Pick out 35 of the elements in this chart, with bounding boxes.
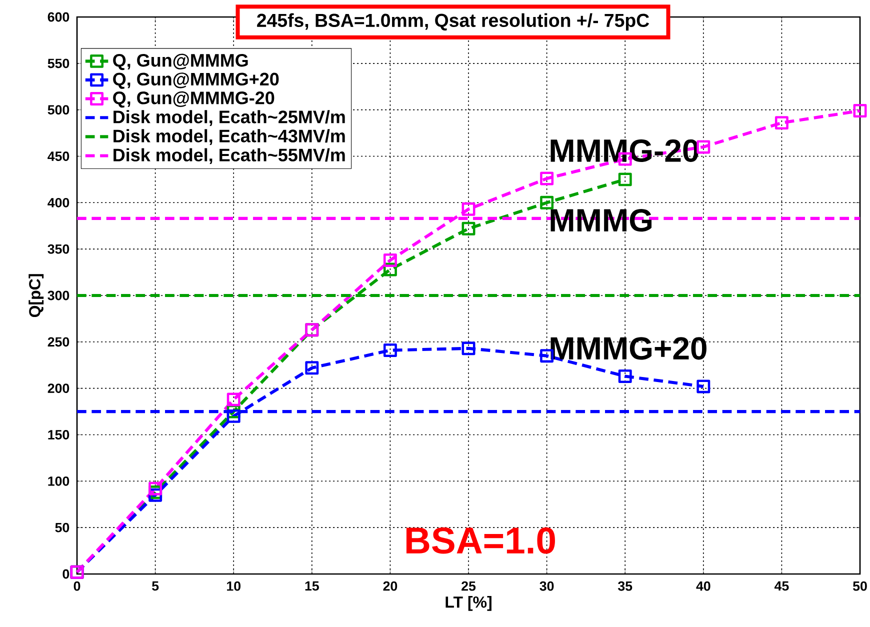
annotation: BSA=1.0 <box>406 527 555 554</box>
y-tick-label: 250 <box>48 337 70 347</box>
x-tick-label: 30 <box>540 581 554 591</box>
y-tick-label: 400 <box>48 198 70 208</box>
x-tick-label: 40 <box>696 581 710 591</box>
x-axis-title: LT [%] <box>446 596 492 611</box>
x-tick-label: 35 <box>618 581 632 591</box>
legend-label: Disk model, Ecath~43MV/m <box>114 129 345 145</box>
y-tick-label: 300 <box>48 290 70 300</box>
annotation: MMMG+20 <box>550 337 706 360</box>
x-tick-label: 10 <box>227 581 240 591</box>
x-tick-label: 20 <box>383 581 398 591</box>
x-tick-label: 15 <box>305 581 319 591</box>
y-tick-label: 600 <box>48 12 70 22</box>
legend-label: Disk model, Ecath~25MV/m <box>114 110 345 126</box>
y-tick-label: 350 <box>48 244 70 254</box>
legend-label: Q, Gun@MMMG <box>113 54 248 70</box>
chart-title: 245fs, BSA=1.0mm, Qsat resolution +/- 75pC <box>257 13 650 31</box>
legend-label: Disk model, Ecath~55MV/m <box>114 148 345 164</box>
y-tick-label: 0 <box>62 569 70 579</box>
y-tick-label: 550 <box>48 58 70 68</box>
y-tick-label: 150 <box>48 430 70 440</box>
x-tick-label: 5 <box>152 581 159 591</box>
y-tick-label: 450 <box>48 152 70 161</box>
y-tick-label: 200 <box>48 384 70 394</box>
y-axis-title: Q[pC] <box>28 274 44 318</box>
y-tick-label: 500 <box>48 105 70 115</box>
x-tick-label: 45 <box>774 581 789 591</box>
y-tick-label: 50 <box>55 522 70 532</box>
x-tick-label: 0 <box>74 581 80 591</box>
legend-label: Q, Gun@MMMG+20 <box>113 72 279 89</box>
x-tick-label: 50 <box>853 581 867 591</box>
legend-label: Q, Gun@MMMG-20 <box>113 91 274 108</box>
x-tick-label: 25 <box>462 581 476 591</box>
y-tick-label: 100 <box>48 476 70 486</box>
